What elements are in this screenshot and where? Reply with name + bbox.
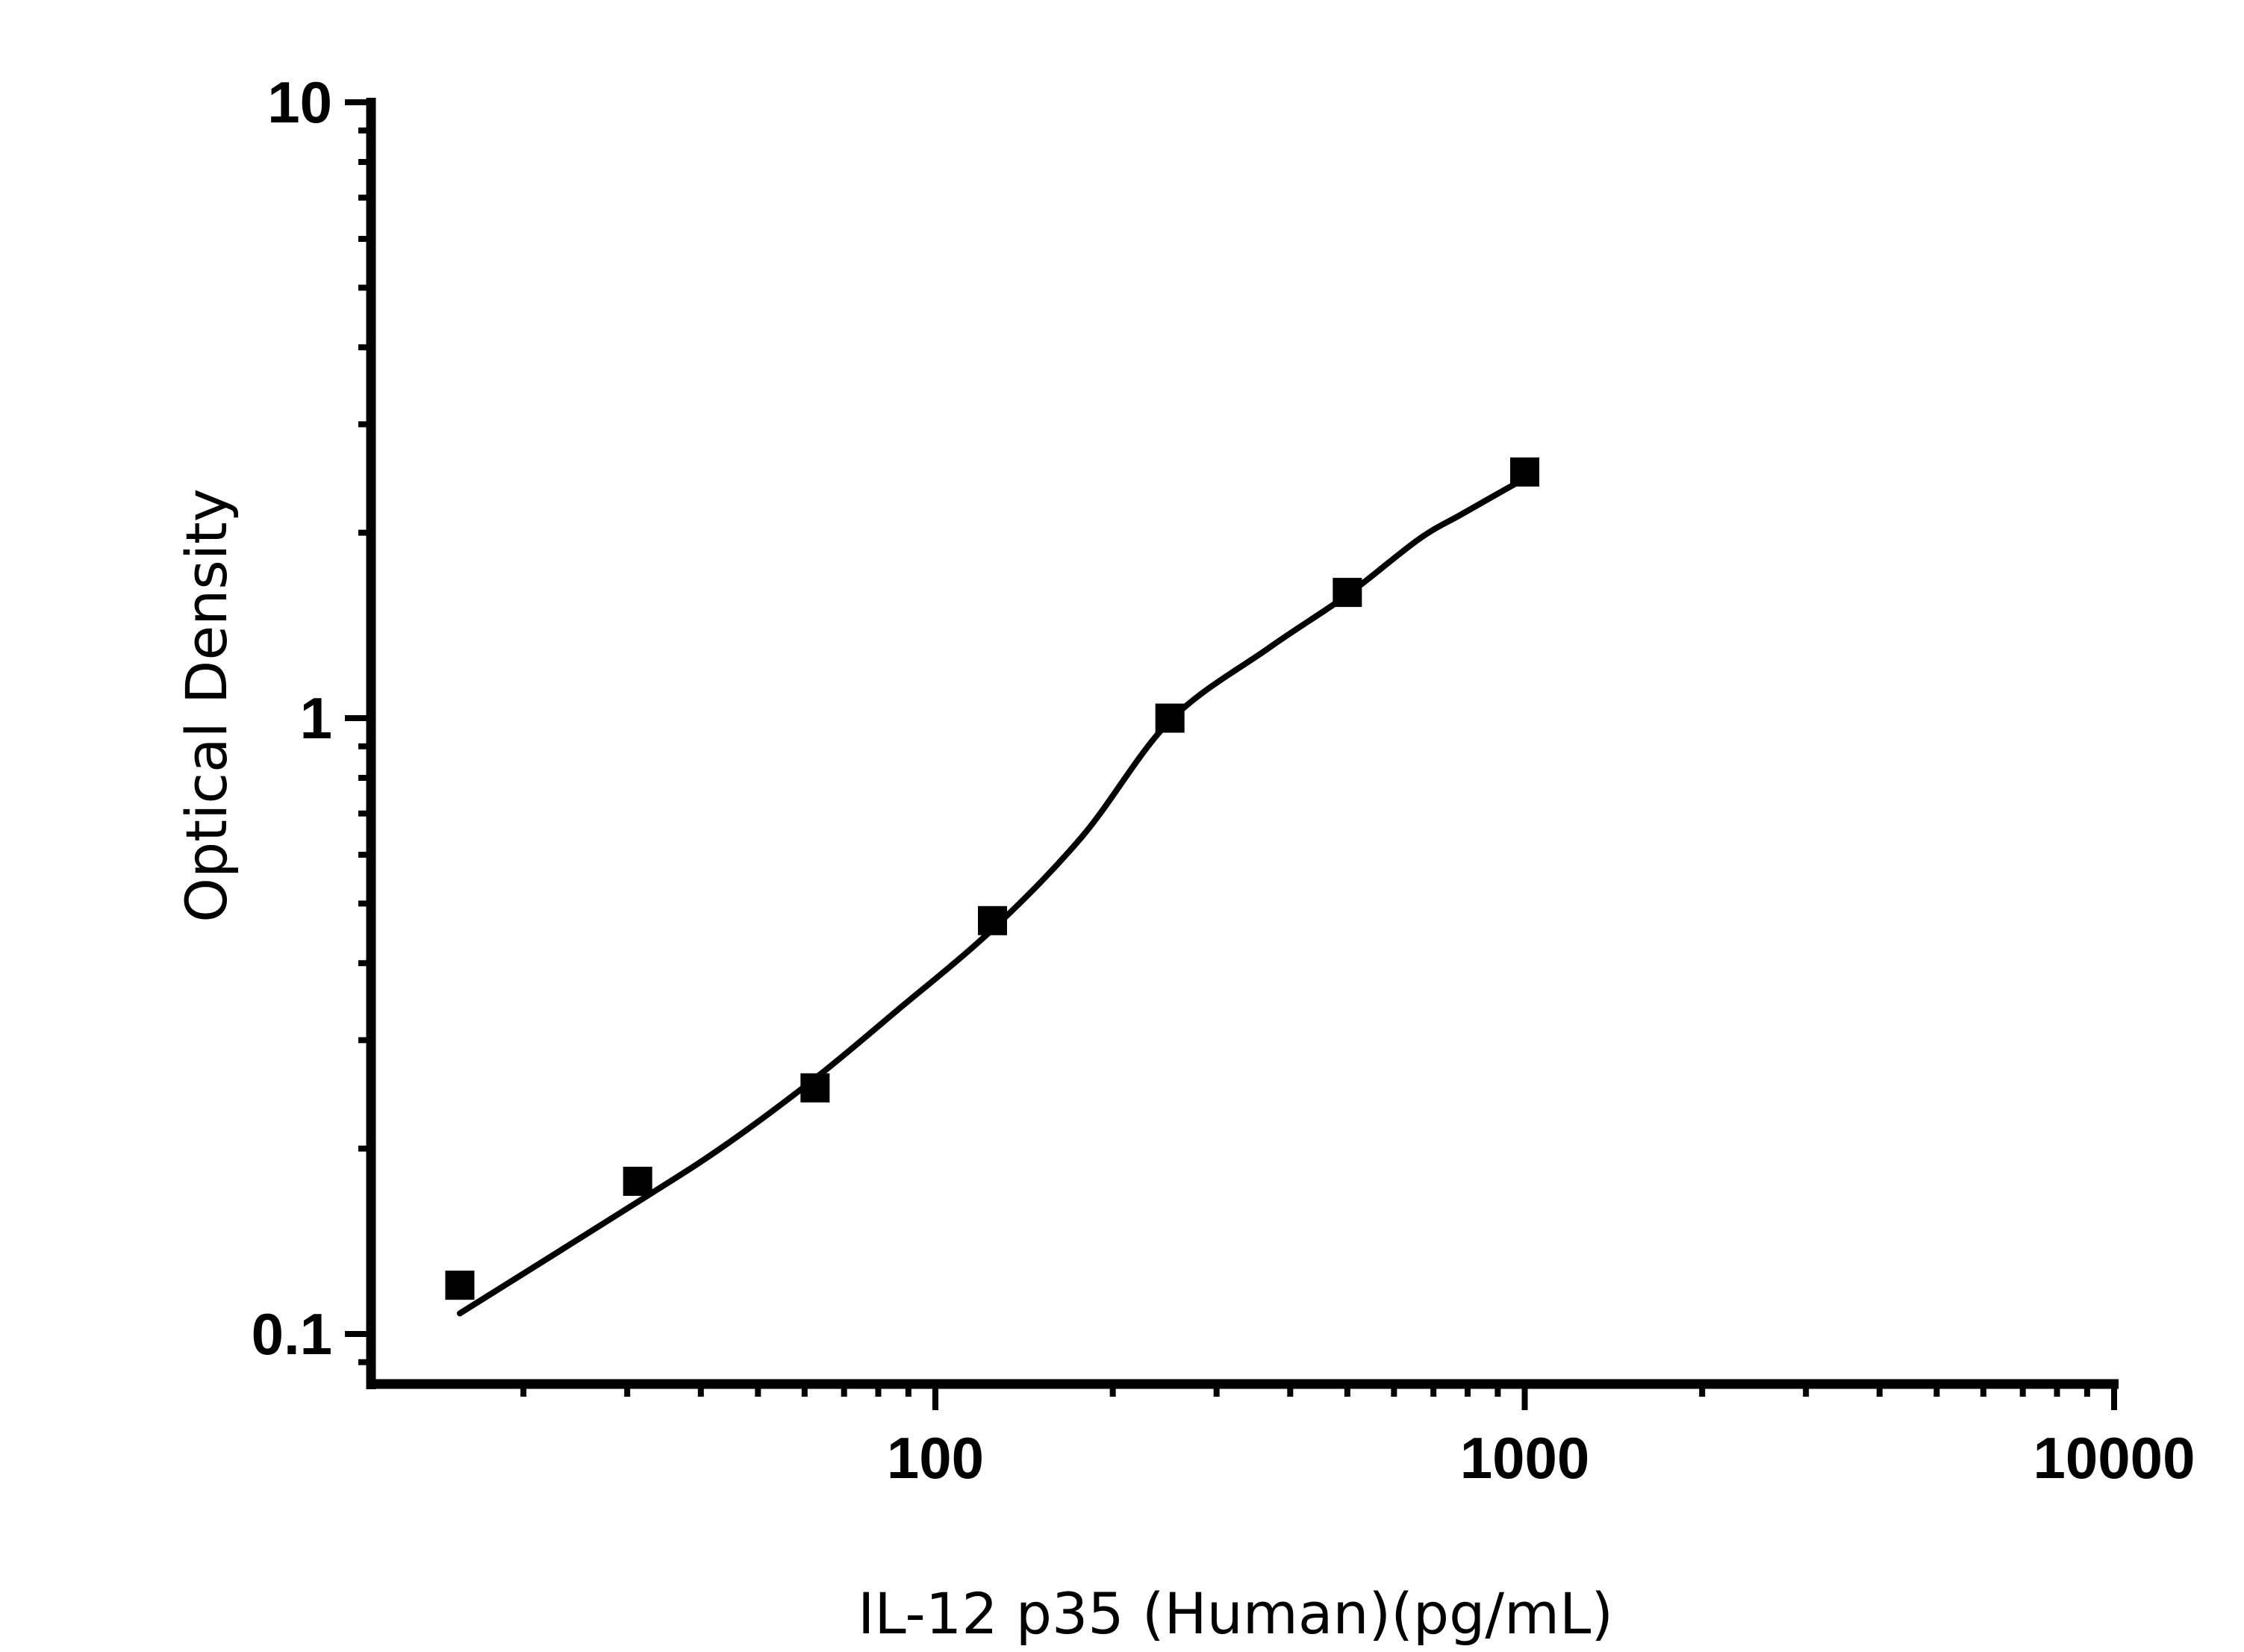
x-tick-label: 10000	[2033, 1425, 2195, 1491]
x-axis-ticks: 100 1000 10000	[520, 1384, 2195, 1491]
y-tick-label: 1	[300, 685, 332, 751]
data-point-marker	[1155, 703, 1185, 733]
data-point-marker	[1333, 578, 1362, 608]
data-point-marker	[1510, 457, 1539, 487]
data-point-marker	[623, 1166, 652, 1196]
x-axis-title: IL-12 p35 (Human)(pg/mL)	[858, 1580, 1613, 1647]
x-tick-label: 100	[887, 1425, 984, 1491]
fit-curve	[456, 475, 1528, 1317]
data-point-marker	[445, 1271, 475, 1300]
data-point-marker	[978, 906, 1008, 935]
fit-curve-path	[456, 475, 1528, 1317]
y-axis-title: Optical Density	[173, 488, 240, 923]
y-tick-label: 10	[267, 69, 332, 135]
data-point-marker	[800, 1073, 830, 1103]
y-tick-label: 0.1	[252, 1301, 332, 1367]
x-tick-label: 1000	[1460, 1425, 1590, 1491]
y-axis-ticks: 0.1 1 10	[252, 69, 371, 1367]
data-points	[445, 457, 1539, 1300]
